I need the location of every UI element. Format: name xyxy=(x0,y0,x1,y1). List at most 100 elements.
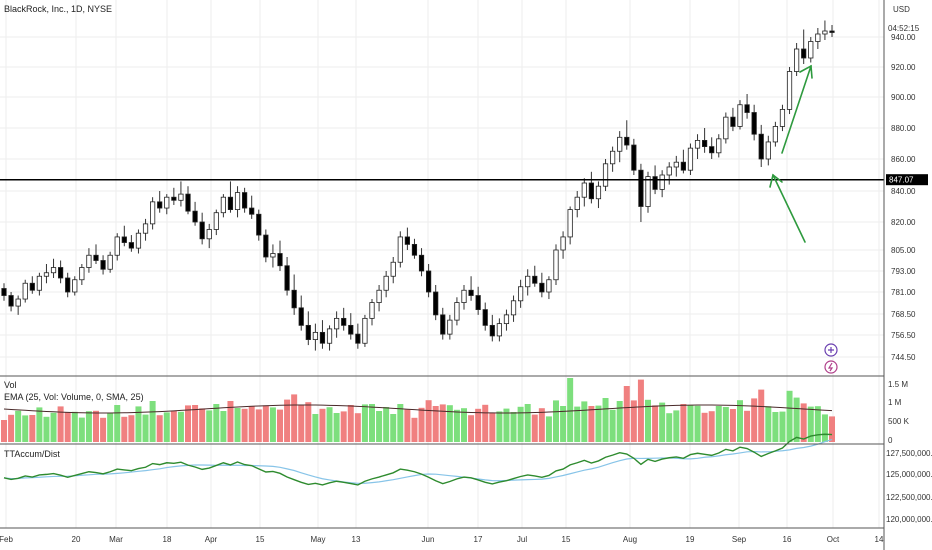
volume-bar xyxy=(814,406,821,442)
accum-tick-label: 122,500,000.00 xyxy=(886,493,932,502)
volume-bar xyxy=(128,415,135,442)
volume-bar xyxy=(708,411,715,442)
volume-bar xyxy=(213,404,220,442)
time-tick-label: 15 xyxy=(562,535,571,544)
candle-body xyxy=(348,324,354,335)
price-tick-label: 920.00 xyxy=(891,63,916,72)
candle-body xyxy=(822,30,828,35)
candle-body xyxy=(291,289,297,309)
candle-body xyxy=(206,229,212,240)
candle-body xyxy=(525,275,531,288)
volume-bar xyxy=(553,400,559,442)
candle-body xyxy=(560,236,566,251)
lightning-circle-icon[interactable] xyxy=(824,360,838,374)
volume-tick-label: 1 M xyxy=(888,398,902,407)
volume-bar xyxy=(645,399,651,442)
volume-bar xyxy=(269,407,276,442)
candle-body xyxy=(454,302,460,321)
volume-bar xyxy=(185,405,191,442)
volume-bar xyxy=(524,404,531,442)
volume-ema-line xyxy=(3,404,833,414)
candle-body xyxy=(8,295,14,307)
candle-body xyxy=(36,275,42,291)
candle-body xyxy=(801,48,807,59)
grid-lines xyxy=(0,0,884,528)
time-tick-label: Jul xyxy=(517,535,527,544)
volume-bar xyxy=(729,409,736,442)
volume-bar xyxy=(715,406,722,442)
volume-bar xyxy=(461,408,467,442)
volume-bar xyxy=(595,405,602,442)
volume-bar xyxy=(673,410,680,442)
candle-body xyxy=(50,267,57,274)
volume-bar xyxy=(57,406,64,442)
volume-bar xyxy=(659,402,666,442)
accum-tick-label: 127,500,000.00 xyxy=(886,449,932,458)
volume-bar xyxy=(340,411,347,442)
price-candles xyxy=(1,20,835,351)
candle-body xyxy=(772,126,778,143)
plus-circle-icon[interactable] xyxy=(824,343,838,357)
candle-body xyxy=(43,272,50,277)
candle-body xyxy=(680,161,686,171)
accum-title: TTAccum/Dist xyxy=(4,449,60,459)
volume-bar xyxy=(666,413,673,442)
candle-body xyxy=(574,196,580,210)
candle-body xyxy=(185,193,191,212)
candle-body xyxy=(29,282,35,291)
candle-body xyxy=(602,163,609,187)
volume-bar xyxy=(807,406,814,442)
time-tick-label: Oct xyxy=(827,535,840,544)
price-tick-label: 781.00 xyxy=(891,288,916,297)
volume-bar xyxy=(305,402,312,442)
volume-bar xyxy=(609,409,616,442)
volume-bar xyxy=(418,407,425,442)
volume-bar xyxy=(64,412,71,442)
volume-bar xyxy=(567,378,574,442)
volume-bar xyxy=(574,406,581,442)
time-tick-label: Aug xyxy=(623,535,637,544)
volume-bar xyxy=(227,401,234,442)
price-tick-label: 940.00 xyxy=(891,33,916,42)
candle-body xyxy=(694,139,701,149)
accum-dist-lines xyxy=(3,433,833,486)
candle-body xyxy=(426,270,432,293)
candle-body xyxy=(150,201,156,225)
candle-body xyxy=(617,136,623,152)
price-tick-label: 820.00 xyxy=(891,218,916,227)
volume-bar xyxy=(298,405,305,442)
candle-body xyxy=(751,112,757,135)
candle-body xyxy=(716,138,722,154)
volume-bar xyxy=(347,405,354,442)
volume-bar xyxy=(637,379,644,442)
candle-body xyxy=(595,185,602,200)
volume-bar xyxy=(694,405,701,442)
candle-body xyxy=(553,249,559,281)
volume-bar xyxy=(333,413,340,442)
time-tick-label: Mar xyxy=(109,535,123,544)
candle-body xyxy=(383,275,389,291)
accum-tick-label: 120,000,000.00 xyxy=(886,515,932,524)
volume-bar xyxy=(177,411,184,442)
volume-bar xyxy=(453,409,460,442)
candle-body xyxy=(249,207,255,215)
time-tick-label: Jun xyxy=(422,535,435,544)
candle-body xyxy=(532,275,538,284)
volume-bar xyxy=(623,386,630,442)
volume-bar xyxy=(482,404,489,442)
volume-bar xyxy=(107,412,114,442)
volume-bar xyxy=(220,411,227,442)
accum-ma-line xyxy=(3,439,833,484)
price-tick-label: 756.50 xyxy=(891,331,916,340)
volume-bar xyxy=(361,404,368,442)
candle-body xyxy=(355,333,361,344)
price-tick-label: 793.00 xyxy=(891,267,916,276)
price-tick-label: 744.50 xyxy=(891,353,916,362)
volume-tick-label: 500 K xyxy=(888,417,910,426)
annotation-arrows xyxy=(769,64,813,243)
volume-bar xyxy=(744,410,751,442)
candle-body xyxy=(86,254,92,268)
candle-body xyxy=(687,147,694,171)
arrow-up-long-head xyxy=(799,64,813,79)
